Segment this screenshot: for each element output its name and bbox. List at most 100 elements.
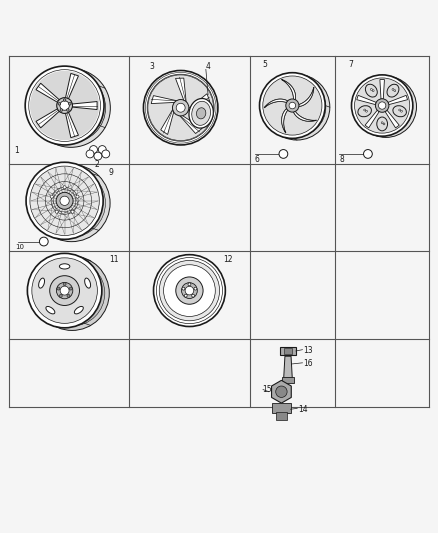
Circle shape (263, 76, 322, 135)
Text: 5: 5 (263, 60, 268, 69)
Circle shape (399, 109, 401, 111)
Text: 15: 15 (261, 385, 271, 394)
Ellipse shape (377, 117, 388, 131)
Circle shape (60, 286, 69, 295)
Circle shape (32, 68, 110, 147)
Circle shape (63, 282, 66, 286)
Circle shape (259, 72, 325, 139)
Circle shape (394, 90, 396, 92)
Circle shape (156, 257, 223, 324)
Circle shape (359, 80, 413, 134)
Polygon shape (161, 109, 174, 134)
Circle shape (364, 109, 366, 111)
Circle shape (355, 76, 417, 138)
Circle shape (57, 98, 72, 114)
Polygon shape (365, 110, 379, 128)
Text: 12: 12 (223, 255, 233, 264)
Circle shape (351, 75, 413, 136)
Polygon shape (65, 74, 78, 99)
Ellipse shape (39, 278, 45, 288)
Circle shape (102, 150, 110, 158)
Circle shape (55, 210, 58, 213)
Circle shape (89, 146, 97, 154)
Polygon shape (272, 381, 291, 403)
Polygon shape (282, 109, 288, 133)
Circle shape (56, 192, 73, 209)
Circle shape (366, 110, 367, 112)
Circle shape (30, 166, 99, 236)
Ellipse shape (74, 306, 83, 314)
Text: 16: 16 (303, 359, 313, 368)
Circle shape (29, 70, 100, 141)
Circle shape (98, 146, 106, 154)
Circle shape (67, 109, 69, 111)
Circle shape (188, 283, 191, 286)
Circle shape (371, 88, 372, 91)
Circle shape (355, 78, 410, 133)
Circle shape (33, 165, 110, 241)
Circle shape (268, 78, 326, 136)
Circle shape (153, 255, 225, 327)
Circle shape (94, 152, 102, 160)
Text: 6: 6 (255, 155, 260, 164)
Circle shape (67, 294, 70, 297)
Polygon shape (284, 356, 292, 378)
Text: 7: 7 (348, 60, 353, 69)
Polygon shape (36, 83, 60, 103)
Text: 4: 4 (206, 61, 211, 70)
Circle shape (181, 282, 198, 298)
Polygon shape (65, 112, 78, 138)
Ellipse shape (189, 99, 213, 128)
Text: 2: 2 (94, 160, 99, 169)
Polygon shape (380, 79, 385, 99)
Circle shape (392, 88, 394, 91)
Ellipse shape (147, 74, 214, 141)
Circle shape (49, 276, 79, 305)
Bar (280, 346, 296, 356)
Ellipse shape (143, 70, 218, 145)
Text: 3: 3 (149, 62, 154, 71)
Polygon shape (151, 95, 178, 103)
Ellipse shape (393, 106, 406, 117)
Circle shape (57, 282, 73, 299)
Text: 13: 13 (303, 345, 313, 354)
Circle shape (194, 287, 197, 290)
Circle shape (372, 90, 374, 92)
Polygon shape (71, 102, 97, 109)
Circle shape (39, 237, 48, 246)
Polygon shape (293, 111, 316, 121)
Circle shape (30, 71, 99, 140)
Polygon shape (176, 78, 186, 103)
Circle shape (185, 286, 194, 295)
Circle shape (26, 162, 103, 239)
Circle shape (375, 99, 389, 112)
Circle shape (378, 102, 386, 109)
Circle shape (38, 169, 106, 237)
Circle shape (163, 265, 215, 317)
Ellipse shape (46, 306, 55, 314)
Ellipse shape (387, 84, 399, 97)
Circle shape (60, 196, 69, 205)
Circle shape (58, 102, 60, 105)
Circle shape (69, 102, 71, 105)
Circle shape (60, 109, 63, 111)
Ellipse shape (365, 84, 377, 97)
Polygon shape (265, 99, 288, 108)
Circle shape (27, 253, 102, 328)
Ellipse shape (197, 108, 206, 119)
Circle shape (289, 102, 296, 109)
Text: 11: 11 (109, 255, 118, 264)
Circle shape (76, 195, 79, 198)
Circle shape (36, 73, 106, 143)
Polygon shape (299, 87, 314, 107)
Circle shape (71, 210, 74, 213)
Polygon shape (36, 108, 60, 128)
Ellipse shape (60, 264, 70, 269)
Circle shape (159, 261, 219, 321)
Polygon shape (282, 79, 296, 100)
Circle shape (176, 103, 185, 112)
Text: 10: 10 (15, 245, 25, 251)
Circle shape (364, 150, 372, 158)
Polygon shape (187, 94, 210, 111)
Circle shape (39, 261, 105, 326)
